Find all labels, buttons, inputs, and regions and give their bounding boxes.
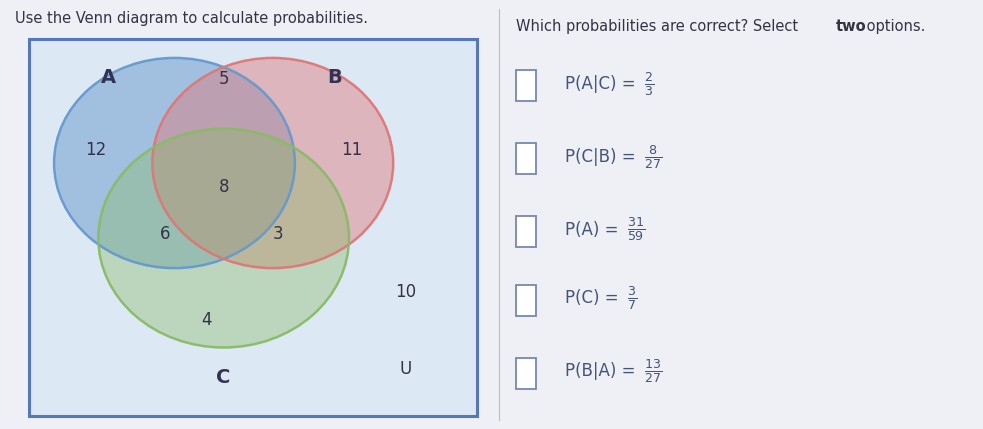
Text: 4: 4: [202, 311, 211, 329]
Text: Which probabilities are correct? Select: Which probabilities are correct? Select: [516, 19, 803, 34]
Circle shape: [98, 129, 349, 347]
Text: 11: 11: [341, 141, 362, 159]
Text: 3: 3: [272, 225, 283, 243]
FancyBboxPatch shape: [516, 143, 537, 174]
Text: 8: 8: [218, 178, 229, 196]
FancyBboxPatch shape: [516, 70, 537, 101]
Text: 10: 10: [395, 283, 416, 301]
Text: $\frac{3}{7}$: $\frac{3}{7}$: [626, 284, 637, 312]
Circle shape: [54, 58, 295, 268]
FancyBboxPatch shape: [516, 216, 537, 247]
Text: P(B|A) =: P(B|A) =: [564, 362, 640, 380]
Circle shape: [152, 58, 393, 268]
Text: U: U: [399, 360, 412, 378]
Text: $\frac{13}{27}$: $\frac{13}{27}$: [644, 357, 662, 385]
Text: options.: options.: [862, 19, 926, 34]
Text: two: two: [837, 19, 867, 34]
Text: P(C|B) =: P(C|B) =: [564, 148, 640, 166]
Text: P(A|C) =: P(A|C) =: [564, 75, 640, 93]
FancyBboxPatch shape: [516, 285, 537, 316]
Text: Use the Venn diagram to calculate probabilities.: Use the Venn diagram to calculate probab…: [15, 11, 368, 26]
Text: 5: 5: [218, 70, 229, 88]
FancyBboxPatch shape: [29, 39, 477, 416]
Text: $\frac{31}{59}$: $\frac{31}{59}$: [626, 216, 645, 243]
Text: A: A: [100, 68, 116, 87]
Text: P(A) =: P(A) =: [564, 221, 623, 239]
Text: $\frac{2}{3}$: $\frac{2}{3}$: [644, 70, 654, 97]
Text: B: B: [326, 68, 342, 87]
Text: $\frac{8}{27}$: $\frac{8}{27}$: [644, 143, 662, 170]
Text: C: C: [216, 368, 231, 387]
Text: 6: 6: [159, 225, 170, 243]
FancyBboxPatch shape: [516, 358, 537, 389]
Text: P(C) =: P(C) =: [564, 289, 623, 307]
Text: 12: 12: [86, 141, 106, 159]
